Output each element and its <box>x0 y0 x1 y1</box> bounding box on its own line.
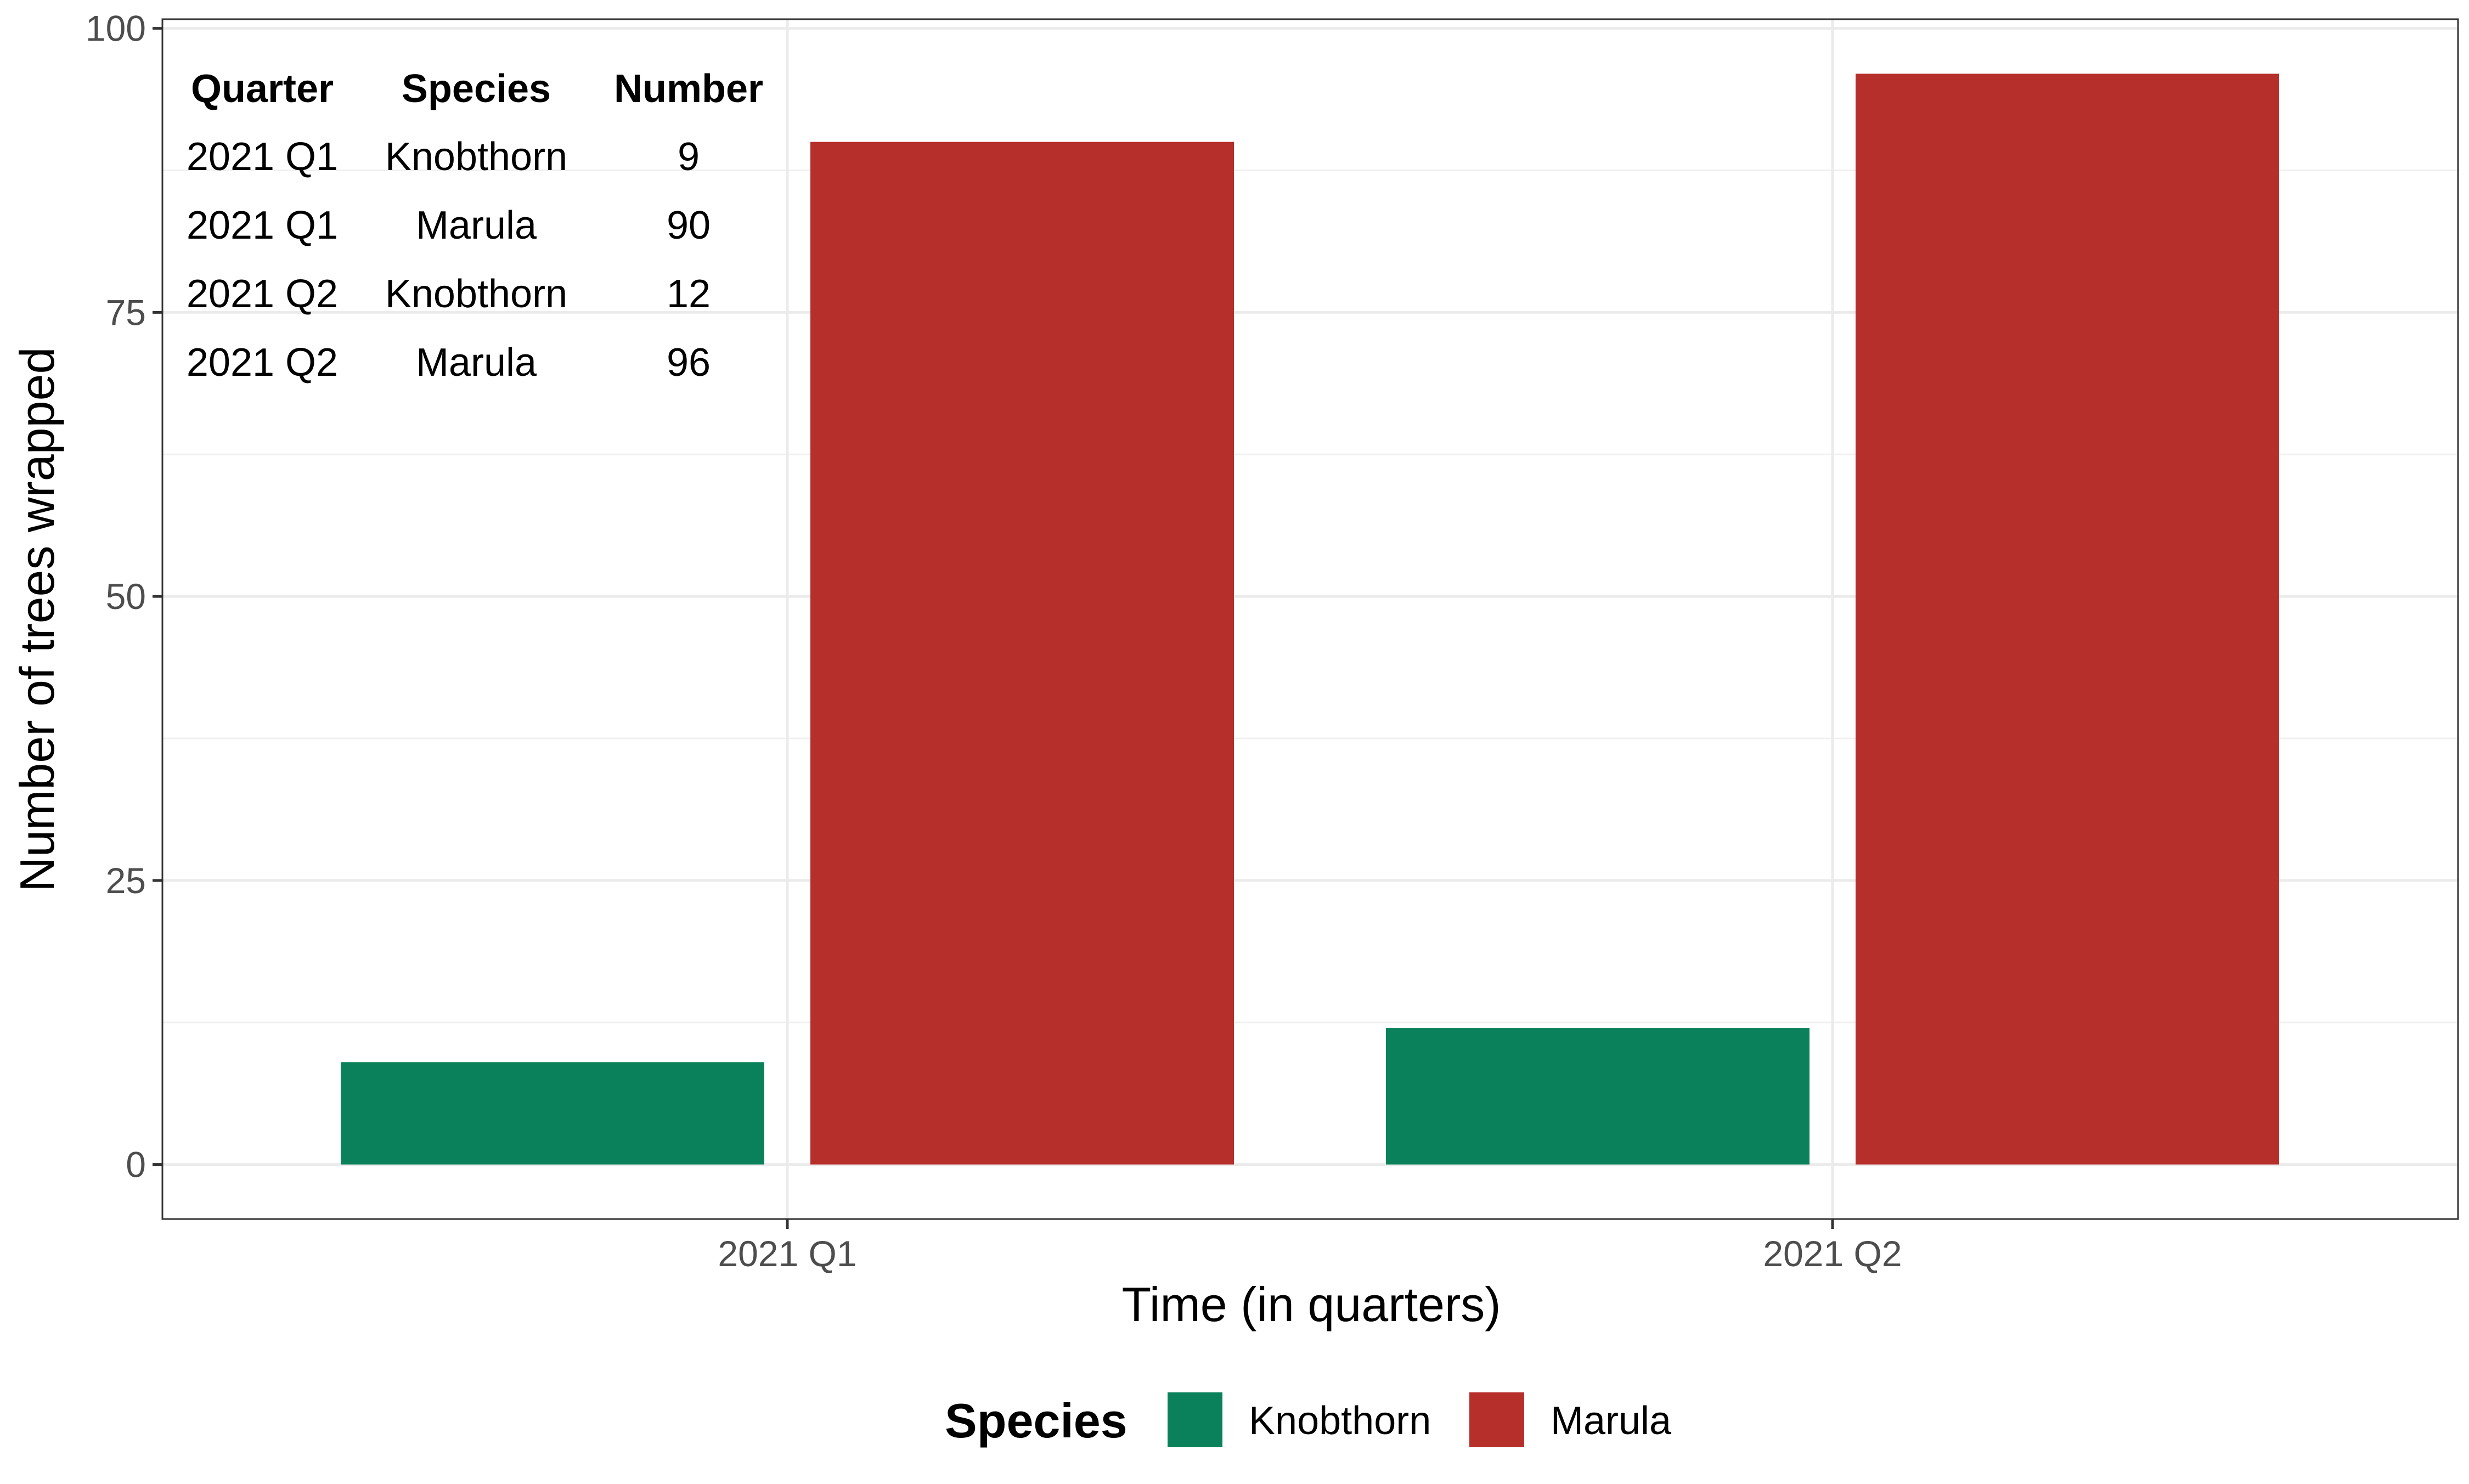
y-tick-label: 50 <box>106 576 146 617</box>
table-cell: 9 <box>678 135 700 179</box>
legend-key-marula <box>1469 1392 1524 1447</box>
table-header: Species <box>402 67 551 111</box>
x-tick-label: 2021 Q1 <box>718 1233 856 1274</box>
table-header: Quarter <box>191 67 334 111</box>
bar-knobthorn-2021-q2 <box>1386 1028 1810 1165</box>
legend-label-marula: Marula <box>1551 1399 1672 1443</box>
axes: 0 25 50 75 100 2021 Q1 2021 Q2 <box>86 8 1902 1274</box>
table-cell: 12 <box>667 272 711 316</box>
y-tick-label: 25 <box>106 860 146 901</box>
table-cell: Marula <box>416 204 537 247</box>
panel-border <box>161 18 2459 1220</box>
table-cell: Marula <box>416 341 537 385</box>
table-cell: 2021 Q1 <box>187 135 338 179</box>
table-cell: Knobthorn <box>385 272 567 316</box>
legend-title: Species <box>945 1393 1128 1448</box>
table-cell: 2021 Q2 <box>187 272 338 316</box>
table-cell: 90 <box>667 204 711 247</box>
table-cell: 2021 Q1 <box>187 204 338 247</box>
table-cell: Knobthorn <box>385 135 567 179</box>
table-cell: 96 <box>667 341 711 385</box>
bar-marula-2021-q1 <box>810 142 1234 1165</box>
x-tick-label: 2021 Q2 <box>1763 1233 1902 1274</box>
bars <box>341 74 2279 1165</box>
data-table: Quarter Species Number 2021 Q1 Knobthorn 9 202… <box>187 67 763 385</box>
x-axis-title: Time (in quarters) <box>1121 1277 1501 1331</box>
y-tick-label: 0 <box>126 1144 146 1185</box>
y-tick-label: 75 <box>106 292 146 332</box>
table-cell: 2021 Q2 <box>187 341 338 385</box>
bar-knobthorn-2021-q1 <box>341 1062 764 1165</box>
y-axis-title: Number of trees wrapped <box>10 347 64 892</box>
bar-marula-2021-q2 <box>1856 74 2279 1165</box>
y-tick-label: 100 <box>86 8 146 49</box>
legend-label-knobthorn: Knobthorn <box>1249 1399 1431 1443</box>
legend: Species Knobthorn Marula <box>945 1392 1672 1448</box>
legend-key-knobthorn <box>1168 1392 1222 1447</box>
table-header: Number <box>614 67 763 111</box>
